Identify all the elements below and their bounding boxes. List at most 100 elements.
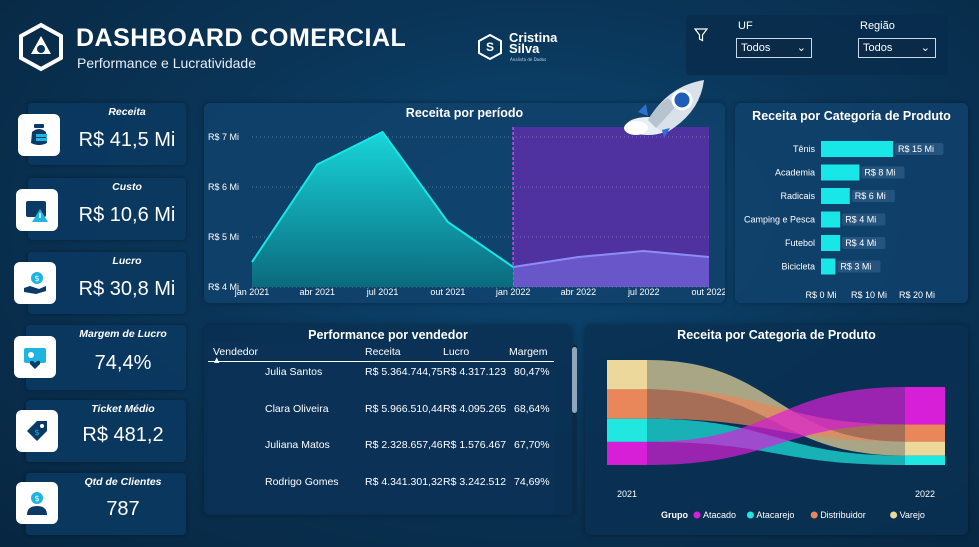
filter-uf-value: Todos bbox=[741, 42, 771, 54]
page-subtitle: Performance e Lucratividade bbox=[77, 55, 256, 71]
y-tick-label: R$ 5 Mi bbox=[208, 232, 239, 242]
sellers-title: Performance por vendedor bbox=[308, 328, 468, 342]
sankey-node-left[interactable] bbox=[607, 418, 647, 442]
kpi-value: R$ 481,2 bbox=[82, 424, 164, 446]
bar-category-label: Academia bbox=[775, 168, 815, 178]
sankey-left-label: 2021 bbox=[617, 489, 637, 499]
x-tick-label: jul 2022 bbox=[627, 287, 660, 297]
bar[interactable] bbox=[821, 188, 850, 204]
x-tick-label: jan 2022 bbox=[495, 287, 531, 297]
bar[interactable] bbox=[821, 235, 841, 251]
price-tag-icon: $ bbox=[16, 410, 58, 452]
svg-text:$: $ bbox=[34, 494, 39, 503]
money-bag-icon bbox=[18, 114, 60, 156]
legend-label[interactable]: Varejo bbox=[900, 510, 925, 520]
x-tick-label: jan 2021 bbox=[234, 287, 270, 297]
sankey-node-right[interactable] bbox=[905, 455, 945, 465]
kpi-card-lucro: Lucro R$ 30,8 Mi bbox=[28, 252, 186, 314]
legend-label[interactable]: Distribuidor bbox=[820, 510, 866, 520]
column-header-receita[interactable]: Receita bbox=[365, 346, 401, 358]
seller-lucro: R$ 4.095.265 bbox=[443, 403, 507, 415]
filter-panel: UF Todos ⌄ Região Todos ⌄ bbox=[686, 15, 948, 75]
sankey-node-left[interactable] bbox=[607, 441, 647, 465]
filter-icon[interactable] bbox=[694, 28, 708, 42]
period-chart-title: Receita por período bbox=[405, 106, 524, 120]
y-tick-label: R$ 4 Mi bbox=[208, 282, 239, 292]
seller-margem: 67,70% bbox=[514, 439, 550, 451]
kpi-value: R$ 30,8 Mi bbox=[78, 278, 176, 300]
seller-margem: 74,69% bbox=[514, 476, 550, 488]
seller-receita: R$ 5.364.744,75 bbox=[365, 366, 443, 378]
seller-margem: 68,64% bbox=[514, 403, 550, 415]
svg-text:$: $ bbox=[34, 274, 39, 283]
bar-value-bg bbox=[895, 143, 944, 155]
column-header-lucro[interactable]: Lucro bbox=[443, 346, 470, 358]
y-tick-label: R$ 6 Mi bbox=[208, 182, 239, 192]
sankey-right-label: 2022 bbox=[915, 489, 935, 499]
seller-name: Juliana Matos bbox=[265, 439, 330, 451]
filter-regiao-select[interactable]: Todos ⌄ bbox=[858, 38, 936, 58]
sankey-flow[interactable] bbox=[647, 387, 905, 465]
x-tick-label: R$ 0 Mi bbox=[805, 290, 836, 300]
y-tick-label: R$ 7 Mi bbox=[208, 132, 239, 142]
filter-regiao-label: Região bbox=[860, 20, 895, 32]
bar[interactable] bbox=[821, 211, 841, 228]
x-tick-label: abr 2022 bbox=[561, 287, 597, 297]
kpi-label: Qtd de Clientes bbox=[84, 476, 162, 488]
x-tick-label: R$ 10 Mi bbox=[851, 290, 887, 300]
bar-value-bg bbox=[837, 260, 881, 273]
series-2022-line bbox=[512, 249, 710, 268]
sankey-node-right[interactable] bbox=[905, 387, 945, 425]
profit-hand-icon: $ bbox=[14, 262, 56, 304]
bar-value-label: R$ 4 Mi bbox=[845, 238, 876, 248]
bar-category-label: Futebol bbox=[785, 238, 815, 248]
brand-tagline: Analista de Dados bbox=[510, 57, 547, 62]
bar[interactable] bbox=[821, 141, 893, 157]
legend-swatch[interactable] bbox=[693, 511, 701, 519]
bar[interactable] bbox=[821, 258, 836, 275]
filter-uf-select[interactable]: Todos ⌄ bbox=[736, 38, 812, 58]
client-user-icon: $ bbox=[16, 482, 58, 524]
bar-value-bg bbox=[842, 213, 886, 226]
sellers-panel: Performance por vendedor Vendedor ▲ Rece… bbox=[204, 325, 577, 515]
sankey-title: Receita por Categoria de Produto bbox=[677, 328, 876, 342]
kpi-label: Margem de Lucro bbox=[79, 328, 167, 340]
category-bar-panel: Receita por Categoria de Produto Tênis R$… bbox=[735, 103, 968, 303]
x-tick-label: abr 2021 bbox=[300, 287, 336, 297]
kpi-label: Receita bbox=[108, 106, 146, 118]
column-header-margem[interactable]: Margem bbox=[509, 346, 548, 358]
legend-title: Grupo bbox=[661, 510, 688, 520]
sankey-node-left[interactable] bbox=[607, 389, 647, 419]
bar-category-label: Tênis bbox=[793, 144, 816, 154]
sort-arrow-icon[interactable]: ▲ bbox=[214, 356, 220, 364]
cost-alert-icon bbox=[16, 189, 58, 231]
legend-swatch[interactable] bbox=[746, 511, 754, 519]
seller-name: Julia Santos bbox=[265, 366, 323, 378]
bar-category-label: Bicicleta bbox=[781, 262, 815, 272]
x-tick-label: R$ 20 Mi bbox=[899, 290, 935, 300]
page-title: DASHBOARD COMERCIAL bbox=[76, 24, 407, 52]
x-tick-label: out 2021 bbox=[430, 287, 465, 297]
table-scrollbar-track[interactable] bbox=[572, 345, 577, 515]
seller-receita: R$ 2.328.657,46 bbox=[365, 439, 443, 451]
sankey-node-right[interactable] bbox=[905, 424, 945, 442]
kpi-label: Custo bbox=[112, 181, 142, 193]
x-tick-label: jul 2021 bbox=[366, 287, 399, 297]
legend-label[interactable]: Atacarejo bbox=[756, 510, 794, 520]
brand-name: Cristina Silva bbox=[509, 31, 557, 55]
legend-swatch[interactable] bbox=[810, 511, 818, 519]
table-scrollbar-thumb[interactable] bbox=[572, 347, 577, 413]
seller-name: Clara Oliveira bbox=[265, 403, 329, 415]
seller-lucro: R$ 4.317.123 bbox=[443, 366, 507, 378]
legend-label[interactable]: Atacado bbox=[703, 510, 736, 520]
legend-swatch[interactable] bbox=[890, 511, 898, 519]
bar[interactable] bbox=[821, 164, 860, 181]
kpi-value: R$ 41,5 Mi bbox=[78, 129, 176, 151]
column-header-vendedor[interactable]: Vendedor bbox=[213, 346, 258, 358]
seller-name: Rodrigo Gomes bbox=[265, 476, 339, 488]
sankey-node-left[interactable] bbox=[607, 360, 647, 390]
kpi-label: Ticket Médio bbox=[91, 403, 155, 415]
brand-logo-icon: S bbox=[478, 33, 502, 61]
svg-text:S: S bbox=[486, 40, 494, 54]
sankey-node-right[interactable] bbox=[905, 441, 945, 456]
